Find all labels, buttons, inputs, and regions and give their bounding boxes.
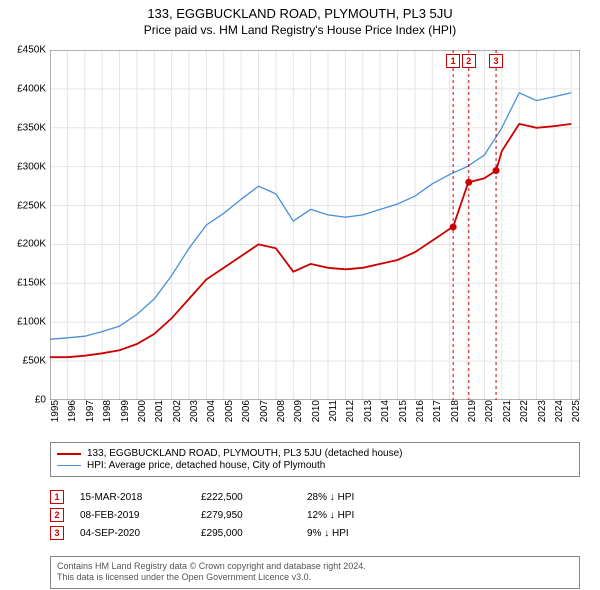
ytick-label: £450K — [2, 45, 46, 56]
xtick-label: 2005 — [224, 400, 232, 422]
ytick-label: £350K — [2, 122, 46, 133]
xtick-label: 2013 — [363, 400, 371, 422]
xtick-label: 1999 — [120, 400, 128, 422]
txn-date: 08-FEB-2019 — [80, 510, 185, 521]
chart-container: { "title": { "main": "133, EGGBUCKLAND R… — [0, 0, 600, 590]
xtick-label: 2019 — [467, 400, 475, 422]
xtick-label: 2004 — [206, 400, 214, 422]
title-block: 133, EGGBUCKLAND ROAD, PLYMOUTH, PL3 5JU… — [0, 0, 600, 37]
xtick-label: 2014 — [380, 400, 388, 422]
xtick-label: 2008 — [276, 400, 284, 422]
footer-line2: This data is licensed under the Open Gov… — [57, 572, 573, 583]
title-main: 133, EGGBUCKLAND ROAD, PLYMOUTH, PL3 5JU — [0, 6, 600, 21]
xtick-label: 2024 — [554, 400, 562, 422]
xtick-label: 1997 — [85, 400, 93, 422]
xtick-label: 2012 — [345, 400, 353, 422]
legend: 133, EGGBUCKLAND ROAD, PLYMOUTH, PL3 5JU… — [50, 442, 580, 477]
legend-row: 133, EGGBUCKLAND ROAD, PLYMOUTH, PL3 5JU… — [57, 448, 573, 459]
legend-swatch — [57, 465, 81, 466]
ytick-label: £150K — [2, 278, 46, 289]
xtick-label: 1996 — [67, 400, 75, 422]
ytick-label: £300K — [2, 161, 46, 172]
xtick-label: 2025 — [571, 400, 579, 422]
transaction-row: 1 15-MAR-2018 £222,500 28% ↓ HPI — [50, 490, 580, 504]
transaction-row: 3 04-SEP-2020 £295,000 9% ↓ HPI — [50, 526, 580, 540]
txn-price: £222,500 — [201, 492, 291, 503]
legend-swatch — [57, 453, 81, 455]
ytick-label: £400K — [2, 83, 46, 94]
xtick-label: 2021 — [502, 400, 510, 422]
legend-label: HPI: Average price, detached house, City… — [87, 460, 325, 471]
txn-relative: 9% ↓ HPI — [307, 528, 407, 539]
xtick-label: 2011 — [328, 400, 336, 422]
marker-badge: 2 — [50, 508, 64, 522]
legend-label: 133, EGGBUCKLAND ROAD, PLYMOUTH, PL3 5JU… — [87, 448, 403, 459]
xtick-label: 2020 — [484, 400, 492, 422]
footer-line1: Contains HM Land Registry data © Crown c… — [57, 561, 573, 572]
ytick-label: £100K — [2, 317, 46, 328]
transaction-row: 2 08-FEB-2019 £279,950 12% ↓ HPI — [50, 508, 580, 522]
ytick-label: £250K — [2, 200, 46, 211]
xtick-label: 2007 — [259, 400, 267, 422]
txn-date: 15-MAR-2018 — [80, 492, 185, 503]
title-sub: Price paid vs. HM Land Registry's House … — [0, 23, 600, 37]
xtick-label: 2022 — [519, 400, 527, 422]
legend-row: HPI: Average price, detached house, City… — [57, 460, 573, 471]
xtick-label: 2023 — [537, 400, 545, 422]
ytick-label: £200K — [2, 239, 46, 250]
txn-price: £279,950 — [201, 510, 291, 521]
marker-badge: 1 — [446, 54, 460, 68]
xtick-label: 2006 — [241, 400, 249, 422]
xtick-label: 2002 — [172, 400, 180, 422]
marker-badge: 3 — [50, 526, 64, 540]
chart-svg — [50, 50, 580, 400]
txn-price: £295,000 — [201, 528, 291, 539]
txn-relative: 28% ↓ HPI — [307, 492, 407, 503]
xtick-label: 2009 — [293, 400, 301, 422]
xtick-label: 2000 — [137, 400, 145, 422]
ytick-label: £0 — [2, 395, 46, 406]
xtick-label: 2017 — [432, 400, 440, 422]
chart-area: £0£50K£100K£150K£200K£250K£300K£350K£400… — [50, 50, 580, 400]
xtick-label: 1995 — [50, 400, 58, 422]
xtick-label: 2003 — [189, 400, 197, 422]
footer: Contains HM Land Registry data © Crown c… — [50, 556, 580, 589]
xtick-label: 2016 — [415, 400, 423, 422]
ytick-label: £50K — [2, 356, 46, 367]
txn-relative: 12% ↓ HPI — [307, 510, 407, 521]
txn-date: 04-SEP-2020 — [80, 528, 185, 539]
xtick-label: 2015 — [398, 400, 406, 422]
xtick-label: 2018 — [450, 400, 458, 422]
marker-badge: 1 — [50, 490, 64, 504]
transactions-table: 1 15-MAR-2018 £222,500 28% ↓ HPI 2 08-FEB-201… — [50, 486, 580, 544]
xtick-label: 2010 — [311, 400, 319, 422]
marker-badge: 3 — [489, 54, 503, 68]
xtick-label: 2001 — [154, 400, 162, 422]
xtick-label: 1998 — [102, 400, 110, 422]
marker-badge: 2 — [462, 54, 476, 68]
